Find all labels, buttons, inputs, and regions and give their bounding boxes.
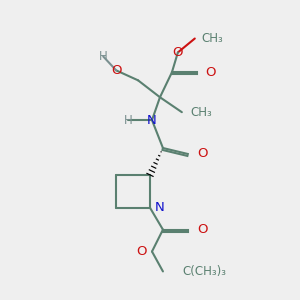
Text: O: O (197, 223, 207, 236)
Text: C(CH₃)₃: C(CH₃)₃ (183, 265, 227, 278)
Text: H: H (124, 114, 133, 127)
Text: O: O (136, 245, 147, 258)
Text: O: O (111, 64, 122, 77)
Text: N: N (147, 114, 157, 127)
Text: H: H (99, 50, 108, 63)
Text: O: O (172, 46, 183, 59)
Text: O: O (197, 148, 207, 160)
Text: CH₃: CH₃ (202, 32, 224, 45)
Text: CH₃: CH₃ (191, 106, 213, 119)
Text: O: O (206, 66, 216, 79)
Text: N: N (155, 201, 165, 214)
